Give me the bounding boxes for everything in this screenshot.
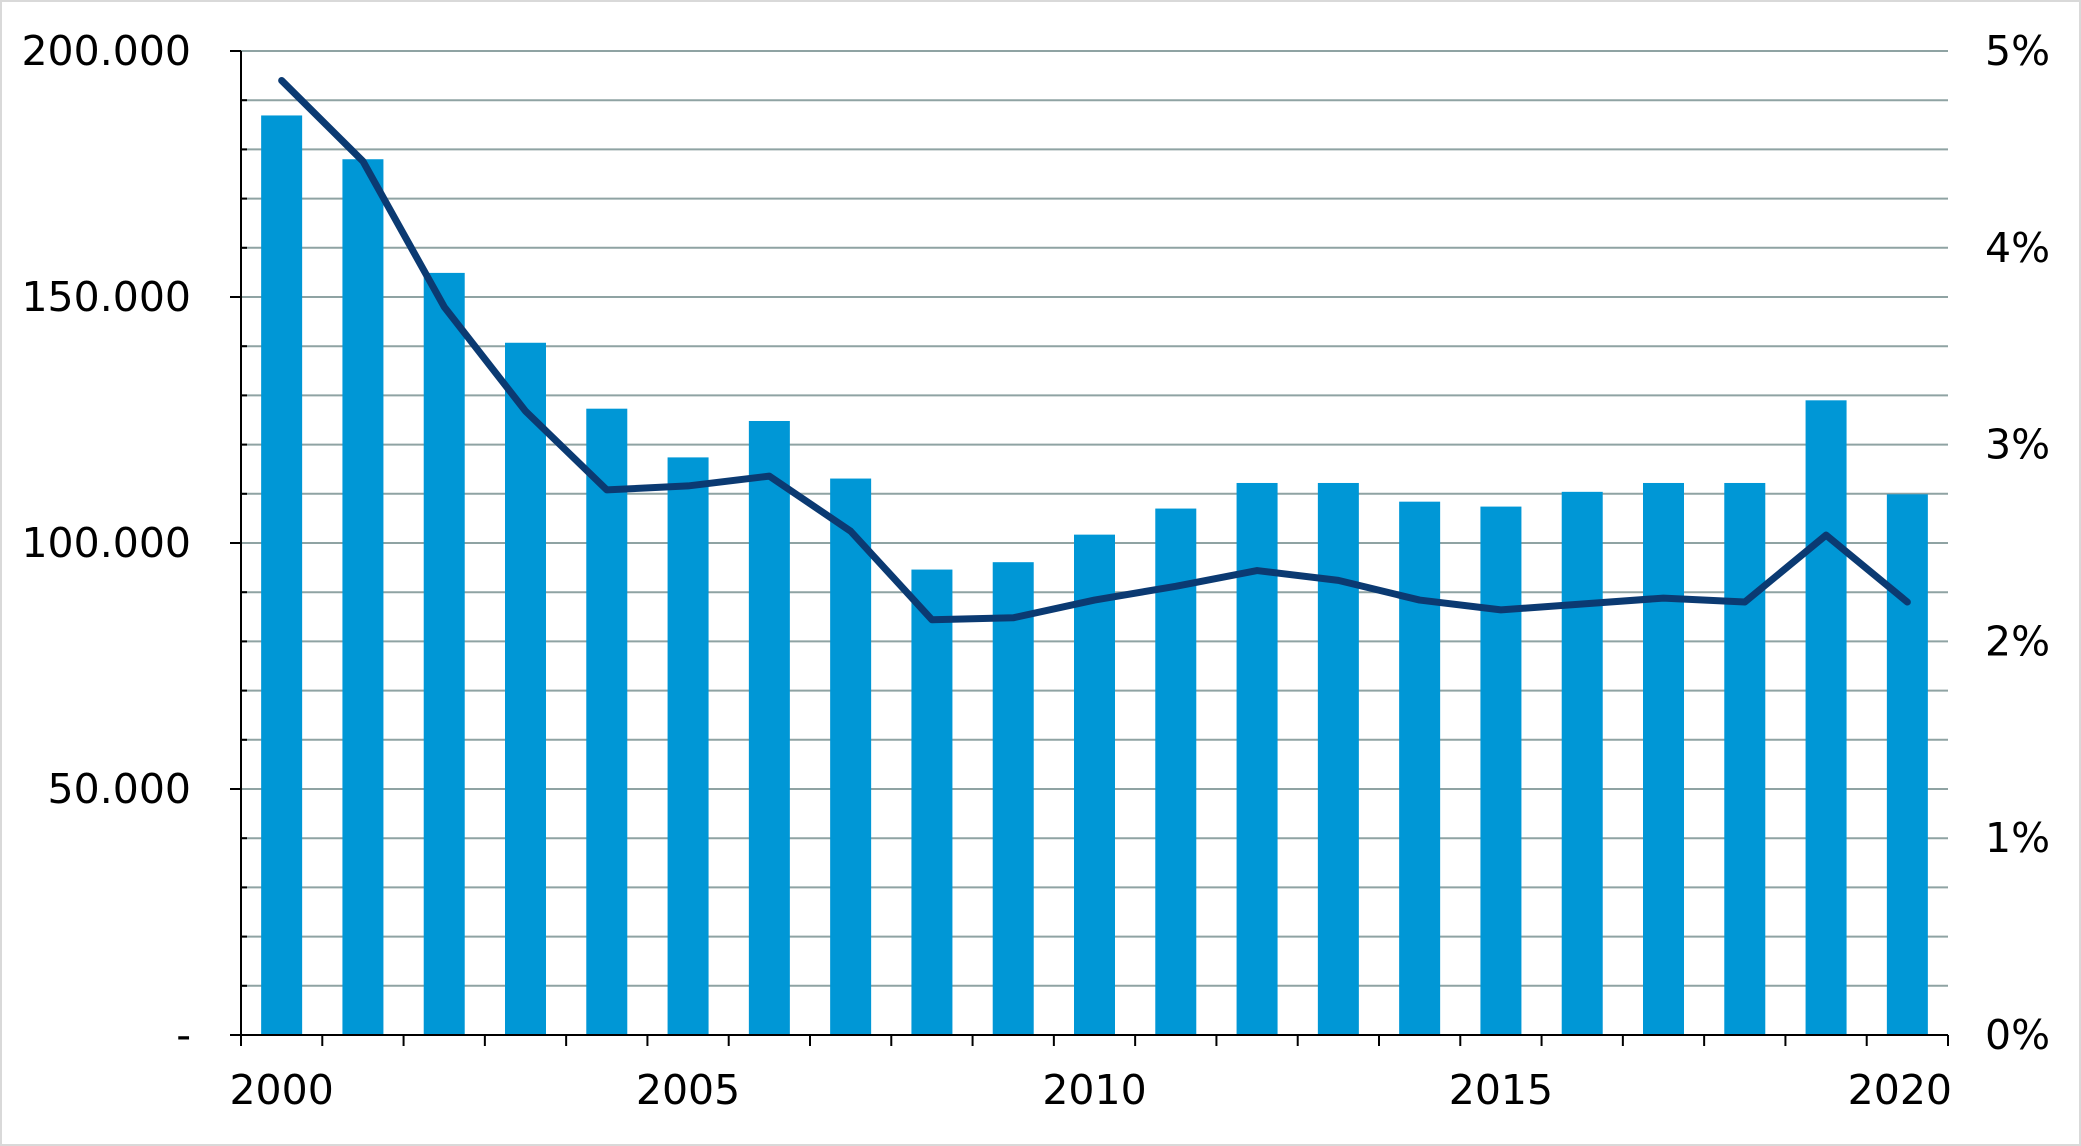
bar-2012 [1236,482,1278,1035]
line-point-2011 [1174,585,1177,588]
line-point-2018 [1743,601,1746,604]
bar-2017 [1643,482,1684,1035]
line-point-2005 [687,484,690,487]
x-tick-label: 2020 [1848,1066,1952,1114]
line-point-2001 [361,160,364,163]
x-tick-label: 2000 [229,1066,333,1114]
line-point-2012 [1256,569,1259,572]
x-tick-label: 2005 [636,1066,740,1114]
y-left-tick-label: 100.000 [21,519,191,567]
line-point-2002 [443,305,446,308]
line-point-2000 [280,79,283,82]
bar-2011 [1155,508,1197,1035]
line-point-2008 [930,618,933,621]
bar-2010 [1074,534,1115,1035]
bar-2009 [992,562,1034,1035]
bar-2015 [1480,506,1522,1035]
line-point-2006 [768,475,771,478]
bar-2006 [748,420,790,1035]
y-right-tick-label: 3% [1985,421,2050,469]
y-left-tick-label: 200.000 [21,27,191,75]
bar-2007 [830,478,872,1036]
x-tick-label: 2015 [1449,1066,1553,1114]
bar-2005 [667,457,709,1036]
bar-2019 [1805,400,1847,1035]
bar-2016 [1561,491,1603,1035]
line-point-2015 [1499,608,1502,611]
y-left-tick-label: 50.000 [48,765,191,813]
bar-2018 [1724,482,1766,1035]
line-point-2004 [605,488,608,491]
line-point-2017 [1662,597,1665,600]
y-left-tick-label: 150.000 [21,273,191,321]
bar-2004 [586,408,628,1036]
bar-2020 [1886,494,1928,1035]
y-left-tick-label: - [176,1011,191,1059]
y-right-tick-label: 2% [1985,617,2050,665]
line-point-2020 [1906,601,1909,604]
line-point-2019 [1825,534,1828,537]
line-point-2013 [1337,579,1340,582]
y-right-tick-label: 5% [1985,27,2050,75]
x-tick-label: 2010 [1042,1066,1146,1114]
line-point-2003 [524,410,527,413]
y-right-tick-label: 1% [1985,814,2050,862]
line-point-2014 [1418,599,1421,602]
line-point-2010 [1093,599,1096,602]
bar-2003 [505,342,546,1036]
y-right-tick-label: 0% [1985,1011,2050,1059]
bar-2008 [911,569,953,1035]
bar-2014 [1399,501,1441,1035]
line-point-2009 [1012,616,1015,619]
bar-2002 [423,272,465,1036]
line-point-2007 [849,530,852,533]
line-point-2016 [1581,603,1584,606]
bar-2013 [1317,482,1359,1035]
y-right-tick-label: 4% [1985,224,2050,272]
bar-2001 [342,159,384,1036]
bar-2000 [261,115,303,1035]
